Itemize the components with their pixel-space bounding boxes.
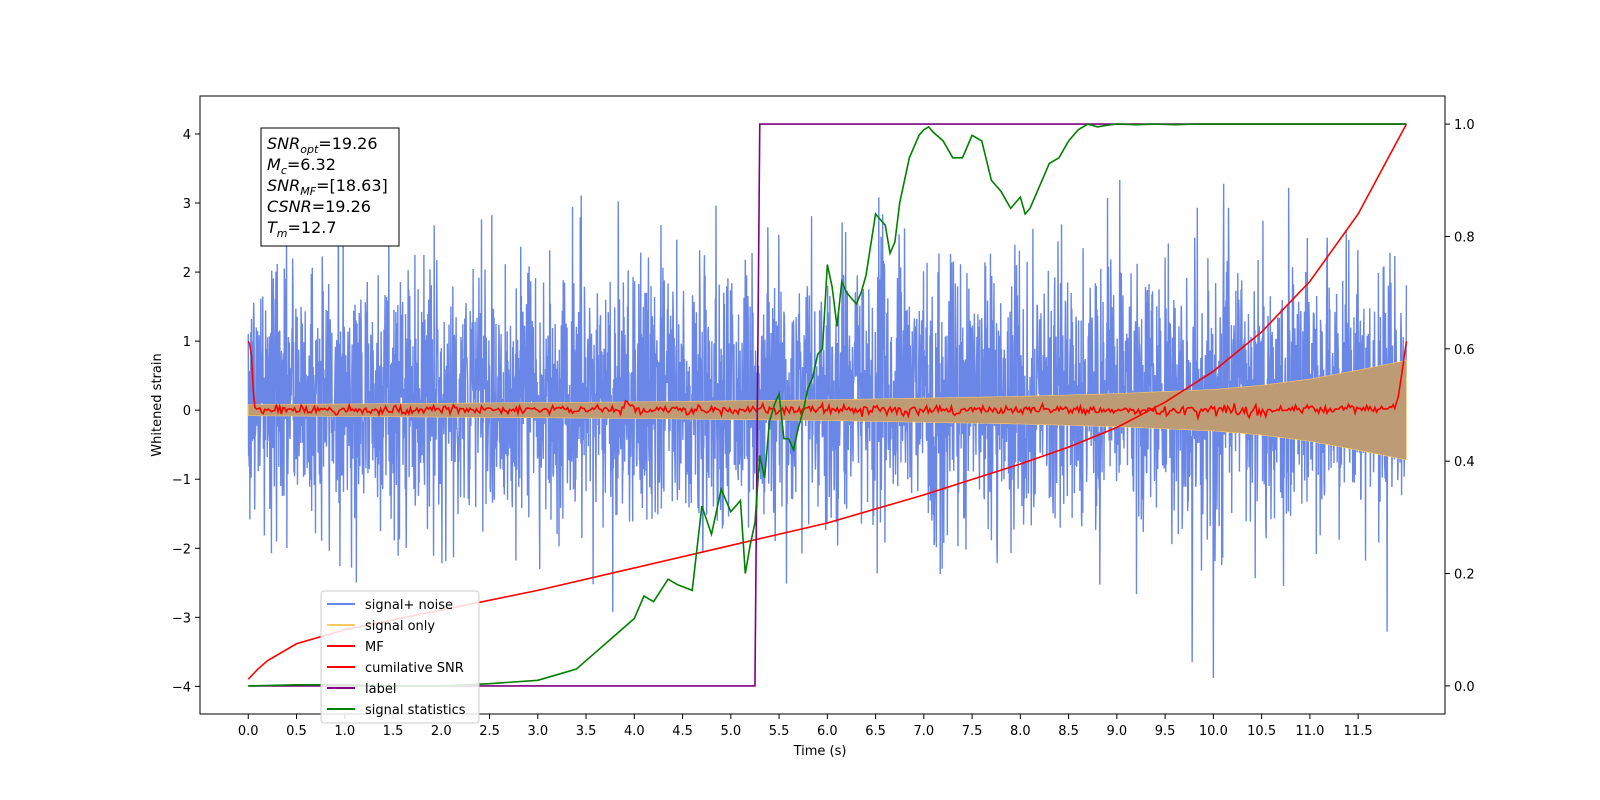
x-tick-label: 0.5: [286, 724, 307, 739]
annotation-line: Tm=12.7: [267, 218, 337, 240]
x-tick-label: 1.5: [383, 724, 404, 739]
y2-tick-label: 0.0: [1454, 680, 1475, 695]
x-tick-label: 2.5: [479, 724, 500, 739]
plot-frame: [199, 95, 1446, 715]
legend-entry: signal only: [365, 619, 435, 634]
x-tick-label: 11.0: [1295, 724, 1324, 739]
y-tick-label: 0: [183, 404, 191, 419]
y-tick-label: −3: [172, 611, 191, 626]
y-axis-right: 0.0 0.2 0.4 0.6 0.8 1.0: [1445, 118, 1475, 695]
legend-entry: MF: [365, 640, 384, 655]
x-tick-label: 5.0: [720, 724, 741, 739]
y2-tick-label: 0.4: [1454, 455, 1475, 470]
y-tick-label: 1: [183, 335, 191, 350]
annotation-line: SNRopt=19.26: [267, 134, 378, 156]
x-tick-label: 11.5: [1344, 724, 1373, 739]
x-tick-label: 4.5: [672, 724, 693, 739]
legend-entry: signal statistics: [365, 703, 466, 718]
x-tick-label: 1.0: [334, 724, 355, 739]
annotation-line: CSNR=19.26: [267, 197, 371, 216]
x-tick-label: 10.0: [1199, 724, 1228, 739]
y-tick-label: −2: [172, 542, 191, 557]
stats-annotation-box: SNRopt=19.26Mc=6.32SNRMF=[18.63]CSNR=19.…: [260, 127, 400, 247]
y2-tick-label: 0.8: [1454, 230, 1475, 245]
legend-frame: [320, 590, 480, 724]
annotation-line: SNRMF=[18.63]: [267, 176, 388, 198]
x-tick-label: 9.0: [1107, 724, 1128, 739]
y-tick-label: 4: [183, 128, 191, 143]
y-tick-label: −1: [172, 473, 191, 488]
x-axis-label: Time (s): [793, 744, 847, 759]
y2-tick-label: 1.0: [1454, 118, 1475, 133]
x-tick-label: 3.5: [576, 724, 597, 739]
x-axis: 0.0 0.5 1.0 1.5 2.0 2.5 3.0 3.5 4.0 4.5 5.0 5.5 6.0 6…: [238, 714, 1373, 739]
x-tick-label: 6.5: [865, 724, 886, 739]
x-tick-label: 8.0: [1010, 724, 1031, 739]
annotation-line: Mc=6.32: [267, 155, 336, 177]
series-label: [248, 123, 1407, 687]
y2-tick-label: 0.6: [1454, 343, 1475, 358]
x-tick-label: 7.0: [913, 724, 934, 739]
y-axis-left: −4 −3 −2 −1 0 1 2 3 4: [172, 128, 200, 695]
series-signal-noise: [247, 179, 1408, 678]
x-tick-label: 8.5: [1058, 724, 1079, 739]
y-tick-label: −4: [172, 680, 191, 695]
series-mf: [247, 340, 1408, 422]
x-tick-label: 6.0: [817, 724, 838, 739]
x-tick-label: 10.5: [1247, 724, 1276, 739]
x-tick-label: 3.0: [527, 724, 548, 739]
y-tick-label: 3: [183, 197, 191, 212]
x-tick-label: 4.0: [624, 724, 645, 739]
x-tick-label: 2.0: [431, 724, 452, 739]
x-tick-label: 0.0: [238, 724, 259, 739]
series-signal-statistics: [248, 123, 1407, 687]
y2-tick-label: 0.2: [1454, 568, 1475, 583]
x-tick-label: 9.5: [1155, 724, 1176, 739]
legend-entry: signal+ noise: [365, 598, 453, 613]
legend-entry: cumilative SNR: [365, 661, 464, 676]
y-tick-label: 2: [183, 266, 191, 281]
x-tick-label: 7.5: [962, 724, 983, 739]
y-axis-label: Whitened strain: [150, 353, 165, 456]
x-tick-label: 5.5: [769, 724, 790, 739]
legend-entry: label: [365, 682, 396, 697]
legend: signal+ noise signal only MF cumilative SNR…: [320, 590, 480, 724]
series-cumulative-snr: [247, 123, 1408, 680]
